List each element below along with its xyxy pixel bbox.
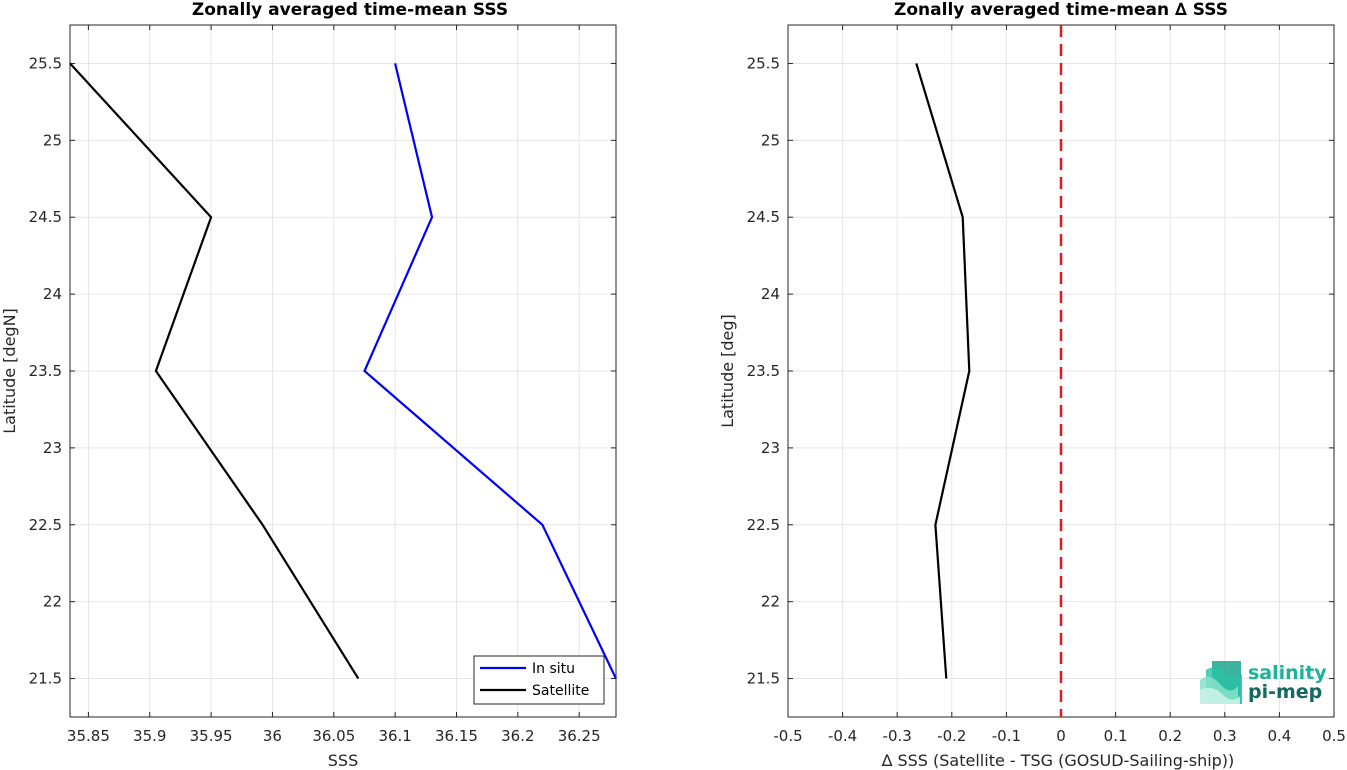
sss-x-axis-label: SSS <box>328 751 358 770</box>
delta-y-tick-label: 24 <box>761 285 780 303</box>
delta-x-tick-label: 0 <box>1056 727 1066 745</box>
sss-series-line-in-situ <box>363 63 617 680</box>
delta-y-axis-label: Latitude [deg] <box>718 314 737 428</box>
delta-x-tick-label: -0.3 <box>883 727 912 745</box>
logo-wave-icon <box>1200 661 1242 704</box>
legend: In situ Satellite <box>473 655 605 705</box>
delta-x-tick-label: -0.1 <box>992 727 1021 745</box>
delta-x-tick-label: -0.4 <box>828 727 857 745</box>
sss-ticks: 35.85 35.9 35.95 36 36.05 36.1 36.15 36.2 36.25 2… <box>29 25 616 745</box>
logo-text-salinity: salinity <box>1248 662 1327 684</box>
delta-y-tick-label: 23.5 <box>747 362 780 380</box>
delta-x-tick-label: 0.2 <box>1158 727 1182 745</box>
sss-y-tick-label: 23 <box>43 439 62 457</box>
sss-x-tick-label: 36.05 <box>312 727 355 745</box>
salinity-pi-mep-logo: salinity pi-mep <box>1200 661 1327 704</box>
sss-grid <box>70 25 616 717</box>
sss-lines <box>69 62 617 680</box>
delta-x-tick-label: 0.4 <box>1267 727 1291 745</box>
delta-y-tick-label: 24.5 <box>747 208 780 226</box>
sss-panel: Zonally averaged time-mean SSS 35.85 35.9… <box>0 0 617 770</box>
sss-chart-title: Zonally averaged time-mean SSS <box>192 0 508 20</box>
sss-x-tick-label: 35.9 <box>133 727 166 745</box>
delta-y-tick-label: 22.5 <box>747 516 780 534</box>
sss-x-tick-label: 35.95 <box>190 727 233 745</box>
sss-y-tick-label: 25 <box>43 131 62 149</box>
sss-y-tick-label: 22.5 <box>29 516 62 534</box>
delta-y-tick-label: 23 <box>761 439 780 457</box>
sss-x-tick-label: 36.1 <box>378 727 411 745</box>
sss-y-tick-label: 24.5 <box>29 208 62 226</box>
delta-x-tick-label: 0.1 <box>1104 727 1128 745</box>
sss-y-axis-label: Latitude [degN] <box>0 308 19 434</box>
delta-x-axis-label: ∆ SSS (Satellite - TSG (GOSUD-Sailing-sh… <box>881 751 1235 770</box>
sss-x-tick-label: 36.15 <box>435 727 478 745</box>
delta-y-tick-label: 21.5 <box>747 670 780 688</box>
logo-text-pi-mep: pi-mep <box>1248 681 1322 703</box>
delta-x-tick-label: 0.5 <box>1322 727 1346 745</box>
delta-x-tick-label: -0.5 <box>773 727 802 745</box>
sss-x-tick-label: 36 <box>263 727 282 745</box>
sss-x-tick-label: 35.85 <box>67 727 110 745</box>
sss-y-tick-label: 22 <box>43 593 62 611</box>
delta-sss-panel: Zonally averaged time-mean ∆ SSS -0.5 -0.… <box>718 0 1346 770</box>
sss-y-tick-label: 24 <box>43 285 62 303</box>
delta-series-line-delta <box>915 63 971 679</box>
delta-y-tick-label: 25 <box>761 131 780 149</box>
delta-chart-title: Zonally averaged time-mean ∆ SSS <box>894 0 1228 20</box>
legend-label-in-situ: In situ <box>532 661 575 677</box>
sss-series-line-satellite <box>69 62 360 680</box>
delta-y-tick-label: 22 <box>761 593 780 611</box>
delta-ticks: -0.5 -0.4 -0.3 -0.2 -0.1 0 0.1 0.2 0.3 0.4 0.5 21.5… <box>747 25 1346 745</box>
delta-lines <box>915 25 1063 717</box>
sss-y-tick-label: 25.5 <box>29 54 62 72</box>
sss-x-tick-label: 36.2 <box>501 727 534 745</box>
sss-y-tick-label: 23.5 <box>29 362 62 380</box>
delta-x-tick-label: -0.2 <box>937 727 966 745</box>
legend-label-satellite: Satellite <box>532 683 589 699</box>
delta-x-tick-label: 0.3 <box>1213 727 1237 745</box>
delta-y-tick-label: 25.5 <box>747 54 780 72</box>
sss-y-tick-label: 21.5 <box>29 670 62 688</box>
sss-x-tick-label: 36.25 <box>558 727 601 745</box>
legend-box <box>473 655 605 705</box>
